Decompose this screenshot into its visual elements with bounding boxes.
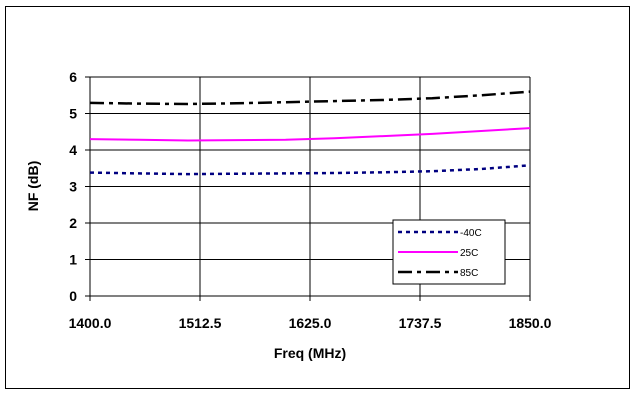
- y-axis-title: NF (dB): [25, 161, 41, 212]
- legend-label: 85C: [460, 268, 478, 279]
- series-line-85c: [89, 90, 531, 106]
- x-axis-title: Freq (MHz): [274, 345, 346, 361]
- y-tick-label: 0: [69, 288, 77, 304]
- legend-label: -40C: [460, 228, 482, 239]
- y-tick-label: 4: [69, 142, 77, 158]
- x-tick-label: 1512.5: [179, 315, 222, 331]
- data-series: [89, 90, 531, 176]
- series-line-25c: [89, 127, 531, 142]
- grid-lines: [90, 76, 531, 296]
- axes: [85, 76, 531, 301]
- x-tick-label: 1737.5: [399, 315, 442, 331]
- y-tick-label: 3: [69, 179, 77, 195]
- legend: -40C 25C 85C: [392, 219, 506, 285]
- series-line-40c: [89, 164, 531, 176]
- x-tick-label: 1400.0: [69, 315, 112, 331]
- chart-border: [5, 6, 630, 389]
- y-tick-label: 1: [69, 252, 77, 268]
- x-tick-label: 1625.0: [289, 315, 332, 331]
- y-tick-label: 5: [69, 106, 77, 122]
- y-tick-label: 6: [69, 69, 77, 85]
- legend-label: 25C: [460, 248, 478, 259]
- x-tick-label: 1850.0: [509, 315, 552, 331]
- tick-labels: 0 1 2 3 4 5 6 1400.0 1512.5 1625.0 1737.5 1850.0: [69, 69, 552, 331]
- y-tick-label: 2: [69, 215, 77, 231]
